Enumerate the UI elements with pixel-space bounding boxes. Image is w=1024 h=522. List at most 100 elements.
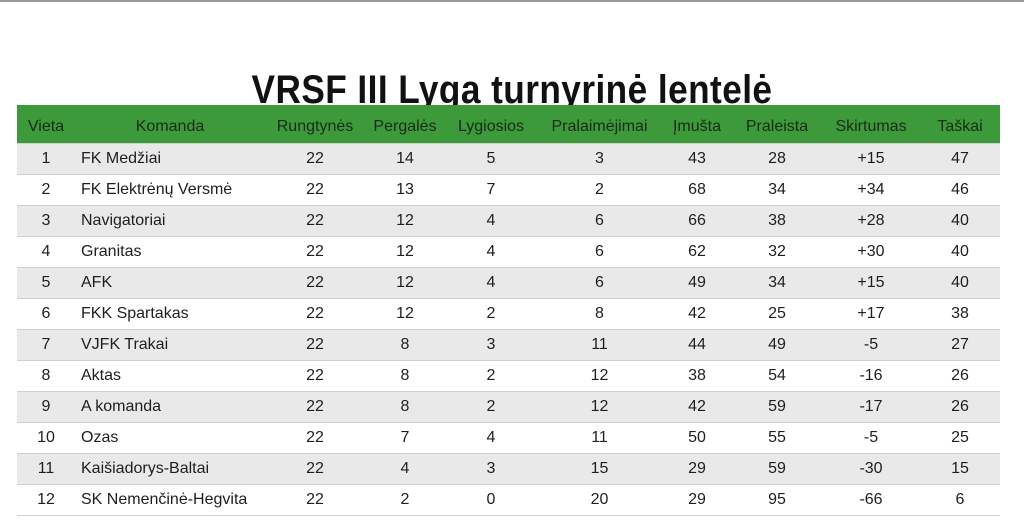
goals-for-cell: 38 — [662, 359, 732, 391]
points-cell: 38 — [920, 297, 1000, 329]
goal-diff-cell: -5 — [822, 328, 920, 360]
rank-cell: 8 — [17, 359, 75, 391]
draws-cell: 4 — [445, 204, 537, 236]
column-header-lygiosios: Lygiosios — [457, 117, 525, 135]
team-cell: Aktas — [75, 359, 265, 391]
rank-cell: 6 — [17, 297, 75, 329]
table-row: 8 Aktas 22 8 2 12 38 54 -16 26 — [17, 359, 1000, 391]
goals-against-cell: 32 — [732, 235, 822, 267]
losses-cell: 8 — [537, 297, 662, 329]
wins-cell: 4 — [365, 452, 445, 484]
points-cell: 26 — [920, 390, 1000, 422]
page-title: VRSF III Lyga turnyrinė lentelė — [251, 67, 773, 112]
points-cell: 6 — [920, 483, 1000, 516]
goal-diff-cell: +34 — [822, 173, 920, 205]
played-cell: 22 — [265, 142, 365, 174]
table-row: 1 FK Medžiai 22 14 5 3 43 28 +15 47 — [17, 142, 1000, 174]
goals-against-cell: 38 — [732, 204, 822, 236]
played-cell: 22 — [265, 483, 365, 516]
goals-against-cell: 49 — [732, 328, 822, 360]
goals-against-cell: 59 — [732, 452, 822, 484]
draws-cell: 4 — [445, 421, 537, 453]
column-header-rungtynes: Rungtynės — [276, 117, 354, 135]
rank-cell: 10 — [17, 421, 75, 453]
column-header-imusta: Įmušta — [672, 117, 721, 135]
goal-diff-cell: -30 — [822, 452, 920, 484]
points-cell: 15 — [920, 452, 1000, 484]
goals-for-cell: 43 — [662, 142, 732, 174]
goal-diff-cell: -17 — [822, 390, 920, 422]
draws-cell: 4 — [445, 235, 537, 267]
losses-cell: 20 — [537, 483, 662, 516]
column-header-taskai: Taškai — [937, 117, 983, 135]
table-row: 12 SK Nemenčinė-Hegvita 22 2 0 20 29 95 -66 6 — [17, 483, 1000, 516]
team-cell: A komanda — [75, 390, 265, 422]
goals-for-cell: 50 — [662, 421, 732, 453]
wins-cell: 2 — [365, 483, 445, 516]
team-cell: VJFK Trakai — [75, 328, 265, 360]
rank-cell: 9 — [17, 390, 75, 422]
losses-cell: 2 — [537, 173, 662, 205]
goals-for-cell: 42 — [662, 297, 732, 329]
losses-cell: 11 — [537, 421, 662, 453]
rank-cell: 1 — [17, 142, 75, 174]
column-header-komanda: Komanda — [135, 117, 205, 135]
wins-cell: 12 — [365, 297, 445, 329]
draws-cell: 2 — [445, 297, 537, 329]
goal-diff-cell: -16 — [822, 359, 920, 391]
goal-diff-cell: +15 — [822, 266, 920, 298]
losses-cell: 15 — [537, 452, 662, 484]
table-row: 11 Kaišiadorys-Baltai 22 4 3 15 29 59 -30 15 — [17, 452, 1000, 484]
rank-cell: 2 — [17, 173, 75, 205]
column-header-pralaimejimai: Pralaimėjimai — [551, 117, 648, 135]
goal-diff-cell: +17 — [822, 297, 920, 329]
points-cell: 40 — [920, 266, 1000, 298]
rank-cell: 11 — [17, 452, 75, 484]
draws-cell: 3 — [445, 452, 537, 484]
goal-diff-cell: -66 — [822, 483, 920, 516]
wins-cell: 12 — [365, 235, 445, 267]
table-row: 10 Ozas 22 7 4 11 50 55 -5 25 — [17, 421, 1000, 453]
column-header-praleista: Praleista — [745, 117, 809, 135]
goals-against-cell: 59 — [732, 390, 822, 422]
top-border-line — [0, 0, 1024, 2]
wins-cell: 12 — [365, 204, 445, 236]
rank-cell: 7 — [17, 328, 75, 360]
played-cell: 22 — [265, 390, 365, 422]
losses-cell: 6 — [537, 266, 662, 298]
losses-cell: 6 — [537, 235, 662, 267]
team-cell: Granitas — [75, 235, 265, 267]
goals-against-cell: 34 — [732, 266, 822, 298]
team-cell: SK Nemenčinė-Hegvita — [75, 483, 265, 516]
losses-cell: 12 — [537, 390, 662, 422]
team-cell: Ozas — [75, 421, 265, 453]
draws-cell: 5 — [445, 142, 537, 174]
draws-cell: 7 — [445, 173, 537, 205]
played-cell: 22 — [265, 421, 365, 453]
wins-cell: 8 — [365, 359, 445, 391]
team-cell: FK Medžiai — [75, 142, 265, 174]
goals-for-cell: 29 — [662, 483, 732, 516]
table-row: 2 FK Elektrėnų Versmė 22 13 7 2 68 34 +34 46 — [17, 173, 1000, 205]
rank-cell: 12 — [17, 483, 75, 516]
rank-cell: 5 — [17, 266, 75, 298]
team-cell: FKK Spartakas — [75, 297, 265, 329]
played-cell: 22 — [265, 452, 365, 484]
goals-against-cell: 25 — [732, 297, 822, 329]
team-cell: AFK — [75, 266, 265, 298]
draws-cell: 3 — [445, 328, 537, 360]
points-cell: 47 — [920, 142, 1000, 174]
wins-cell: 14 — [365, 142, 445, 174]
played-cell: 22 — [265, 328, 365, 360]
played-cell: 22 — [265, 235, 365, 267]
played-cell: 22 — [265, 359, 365, 391]
played-cell: 22 — [265, 297, 365, 329]
column-header-pergales: Pergalės — [373, 117, 437, 135]
points-cell: 40 — [920, 235, 1000, 267]
table-row: 6 FKK Spartakas 22 12 2 8 42 25 +17 38 — [17, 297, 1000, 329]
goals-against-cell: 95 — [732, 483, 822, 516]
table-row: 7 VJFK Trakai 22 8 3 11 44 49 -5 27 — [17, 328, 1000, 360]
points-cell: 46 — [920, 173, 1000, 205]
losses-cell: 11 — [537, 328, 662, 360]
